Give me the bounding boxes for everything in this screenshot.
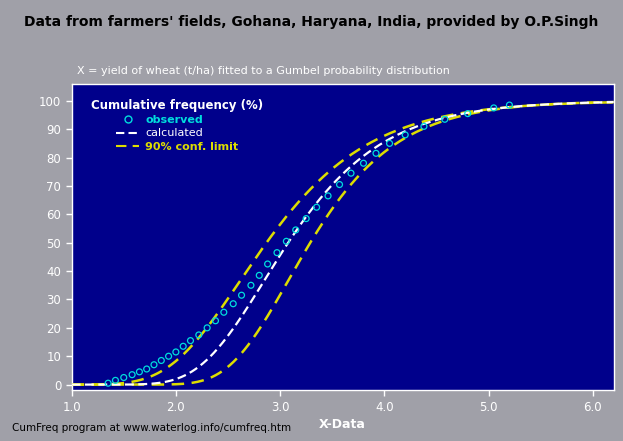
Point (237, 292, 247, 299)
Point (171, 348, 181, 355)
Text: Data from farmers' fields, Gohana, Haryana, India, provided by O.P.Singh: Data from farmers' fields, Gohana, Harya… (24, 15, 599, 30)
Text: X = yield of wheat (t/ha) fitted to a Gumbel probability distribution: X = yield of wheat (t/ha) fitted to a Gu… (77, 66, 450, 76)
Point (440, 116, 450, 123)
Point (246, 282, 256, 289)
Point (164, 353, 174, 360)
Point (103, 380, 113, 387)
Point (312, 204, 321, 211)
Point (346, 170, 356, 177)
Point (272, 249, 282, 256)
Point (178, 343, 188, 350)
Point (202, 324, 212, 331)
Point (228, 300, 238, 307)
Point (110, 377, 120, 384)
Point (141, 366, 151, 373)
Point (463, 110, 473, 117)
Point (358, 160, 368, 167)
Point (323, 192, 333, 199)
Text: CumFreq program at www.waterlog.info/cumfreq.htm: CumFreq program at www.waterlog.info/cum… (12, 423, 292, 433)
Point (119, 374, 129, 381)
Legend: observed, calculated, 90% conf. limit: observed, calculated, 90% conf. limit (88, 95, 267, 155)
Point (194, 332, 204, 339)
Point (219, 309, 229, 316)
Point (291, 226, 301, 233)
Point (263, 261, 273, 268)
Point (254, 272, 264, 279)
Point (149, 361, 159, 368)
Point (127, 371, 137, 378)
Point (301, 215, 311, 222)
Point (371, 150, 381, 157)
Point (282, 238, 292, 245)
Point (505, 101, 515, 108)
Point (186, 337, 196, 344)
Point (135, 368, 145, 375)
Point (400, 131, 410, 138)
X-axis label: X-Data: X-Data (319, 418, 366, 431)
Point (335, 181, 345, 188)
Point (489, 105, 499, 112)
Point (156, 357, 166, 364)
Point (419, 123, 429, 130)
Point (384, 140, 394, 147)
Point (211, 317, 221, 324)
